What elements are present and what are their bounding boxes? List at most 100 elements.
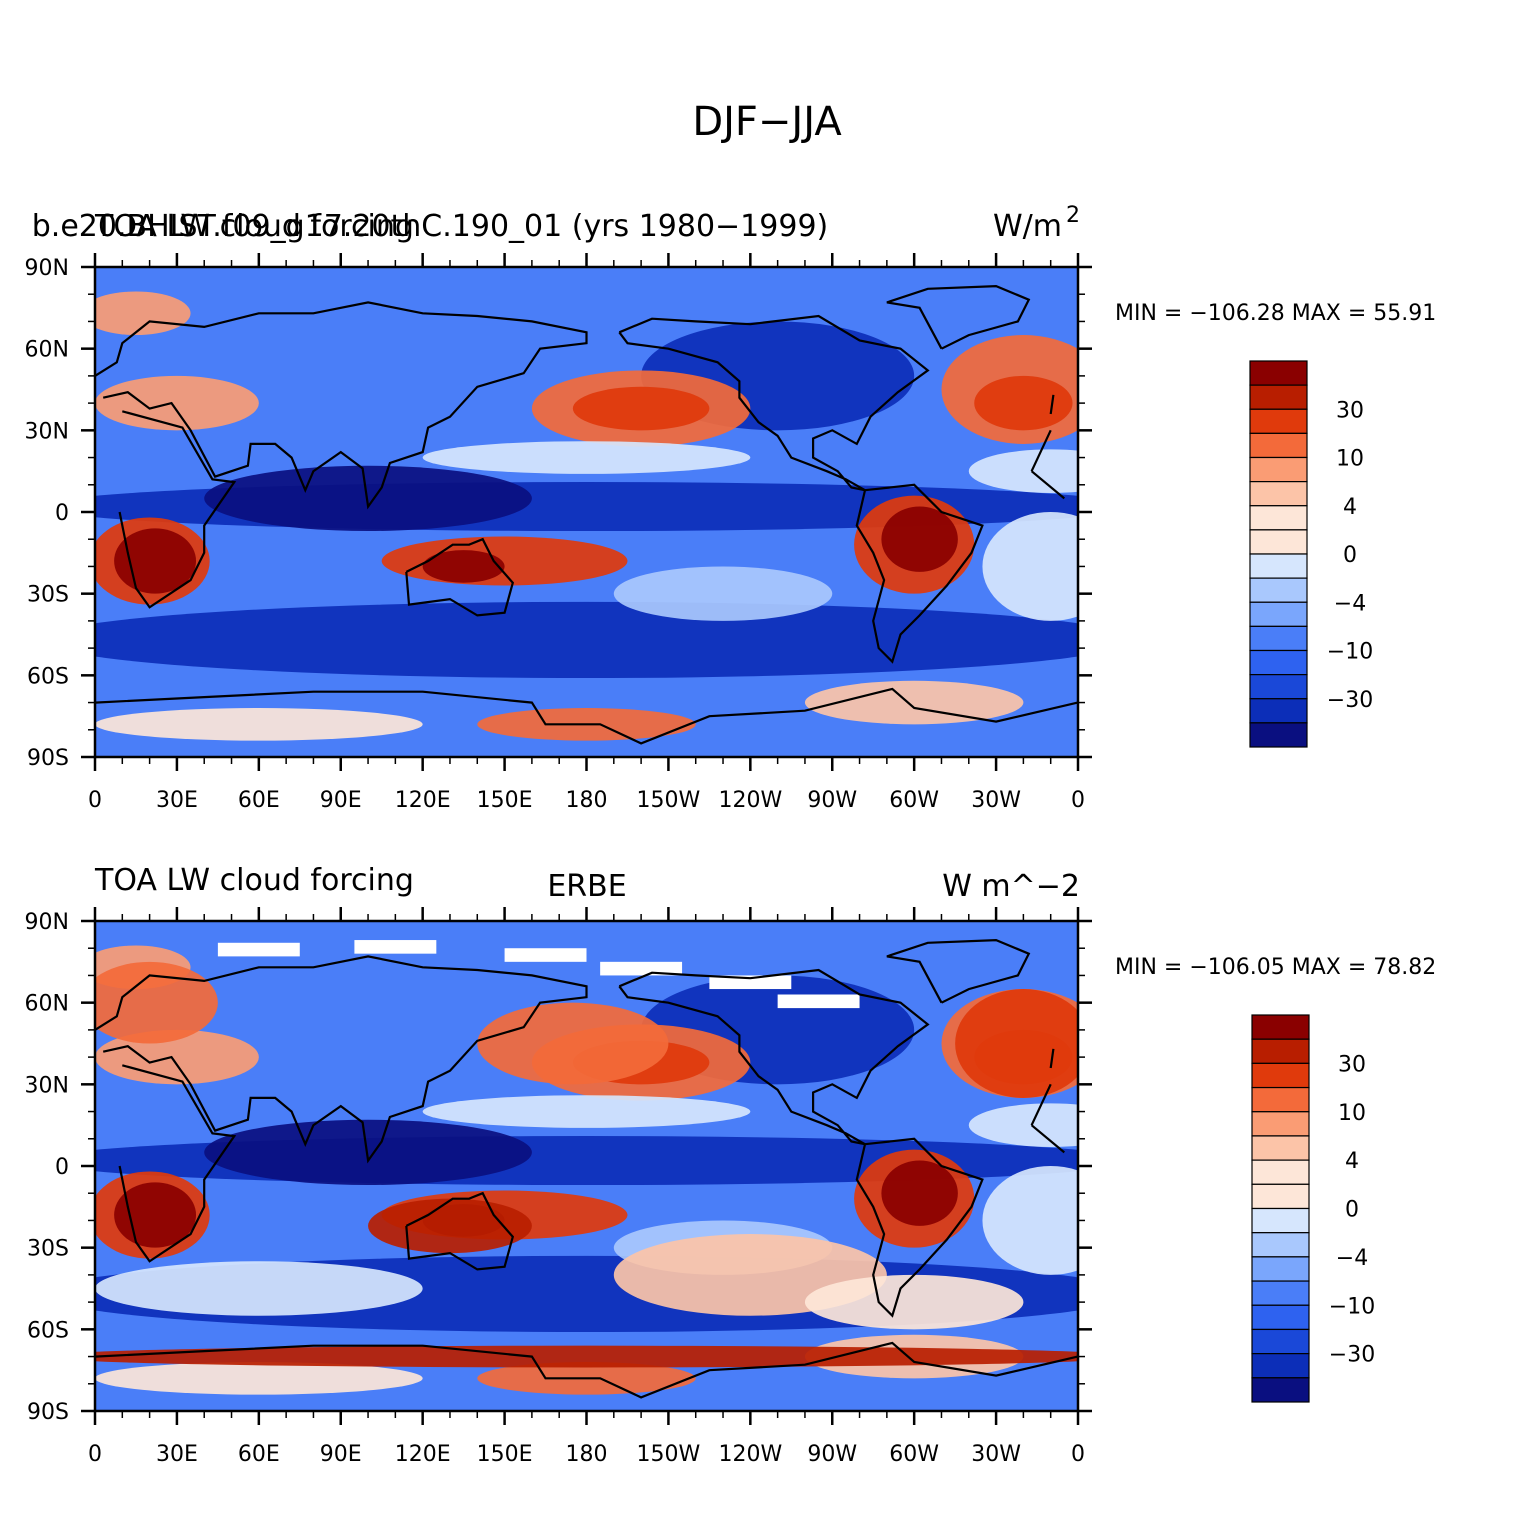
colorbar-swatch [1251, 1135, 1310, 1161]
lon-label: 30E [156, 1442, 198, 1467]
lat-label: 90N [25, 910, 69, 935]
lat-label: 60S [27, 664, 69, 689]
lat-label: 60S [27, 1318, 69, 1343]
lat-label: 30S [27, 1237, 69, 1262]
lat-label: 30S [27, 583, 69, 608]
lat-label: 60N [25, 992, 69, 1017]
panel-center-title: b.e20.BHIST.f09_g17.20thC.190_01 (yrs 19… [32, 209, 828, 244]
lon-label: 90E [320, 788, 362, 813]
contour-region [422, 550, 505, 583]
lat-label: 0 [55, 501, 69, 526]
colorbar-swatch [1249, 384, 1308, 410]
colorbar-swatch [1249, 625, 1308, 652]
colorbar-label: −4 [1334, 591, 1366, 616]
missing-data [354, 940, 437, 954]
map-panel-model: TOA LW cloud forcing b.e20.BHIST.f09_g17… [32, 203, 1437, 326]
colorbar-swatch [1251, 1207, 1310, 1234]
contour-region [368, 1198, 532, 1254]
lon-label: 0 [88, 1442, 102, 1467]
figure-title: DJF−JJA [692, 99, 842, 145]
lat-label: 0 [55, 1155, 69, 1180]
colorbar-swatch [1249, 649, 1308, 676]
colorbar-swatch [1251, 1159, 1310, 1185]
contour-region [422, 1095, 751, 1128]
lat-label: 90S [27, 1400, 69, 1425]
colorbar-label: −10 [1329, 1294, 1375, 1319]
colorbar-swatch [1249, 577, 1308, 603]
colorbar-swatch [1249, 553, 1308, 579]
contour-region [204, 1119, 532, 1186]
lon-label: 120E [395, 788, 451, 813]
colorbar-swatch [1249, 674, 1308, 700]
lat-label: 30N [25, 1073, 69, 1098]
contour-region [95, 961, 218, 1044]
colorbar: 30 10 4 0 −4 −10 −30 [1249, 360, 1373, 748]
colorbar-label: 4 [1345, 1149, 1359, 1174]
colorbar-label: 30 [1338, 1052, 1366, 1077]
colorbar-swatch [1251, 1377, 1310, 1403]
colorbar-label: −30 [1327, 688, 1373, 713]
lon-label: 0 [88, 788, 102, 813]
lon-label: 60W [889, 788, 939, 813]
contour-region [974, 375, 1073, 431]
colorbar-swatch [1249, 408, 1308, 434]
coastline [618, 968, 930, 1146]
lat-label: 60N [25, 338, 69, 363]
colorbar-swatch [1251, 1062, 1310, 1089]
panel-left-title: TOA LW cloud forcing [94, 209, 414, 244]
colorbar-swatch [1249, 529, 1308, 555]
contour-region [968, 449, 1078, 493]
contour-region [613, 566, 833, 621]
colorbar-swatch [1249, 481, 1308, 507]
colorbar-swatch [1251, 1111, 1310, 1137]
colorbar-label: −30 [1329, 1343, 1375, 1368]
panel-left-title: TOA LW cloud forcing [94, 863, 414, 898]
contour-region [881, 506, 958, 572]
coastline [95, 1341, 1078, 1399]
contour-region [95, 291, 191, 336]
lon-label: 90W [807, 788, 857, 813]
coastline [118, 410, 1066, 609]
colorbar-swatch [1249, 698, 1308, 724]
colorbar-swatch [1249, 505, 1308, 531]
lon-label: 150W [637, 1442, 701, 1467]
lon-label: 30W [971, 1442, 1021, 1467]
map-area: 90N 60N 30N 0 30S 60S 90S 0 30E 60E 90E 120E 150E 180… [25, 253, 1092, 813]
minmax-label: MIN = −106.28 MAX = 55.91 [1115, 301, 1436, 326]
colorbar: 30 10 4 0 −4 −10 −30 [1251, 1014, 1375, 1403]
lon-label: 60E [238, 788, 280, 813]
coastline [95, 687, 1078, 745]
contour-region [804, 1274, 1024, 1330]
colorbar-swatch [1251, 1086, 1310, 1113]
colorbar-label: −4 [1336, 1246, 1368, 1271]
panel-center-title: ERBE [547, 869, 626, 904]
colorbar-swatch [1251, 1353, 1310, 1379]
contour-region [95, 1029, 259, 1085]
contour-region [477, 1002, 669, 1085]
coastline [95, 955, 1055, 1164]
lon-label: 150W [637, 788, 701, 813]
map-area: 90N 60N 30N 0 30S 60S 90S 0 30E 60E 90E 120E 150E 180… [25, 907, 1092, 1467]
lon-label: 120W [718, 1442, 782, 1467]
coastline [886, 938, 1031, 1004]
lon-label: 30E [156, 788, 198, 813]
contour-region [968, 1103, 1078, 1147]
lon-label: 180 [566, 788, 608, 813]
contour-region [95, 1261, 423, 1316]
lon-label: 60W [889, 1442, 939, 1467]
map-panel-erbe: TOA LW cloud forcing ERBE W m^−2 MIN = −… [94, 863, 1436, 980]
colorbar-swatch [1251, 1232, 1310, 1258]
lon-label: 60E [238, 1442, 280, 1467]
lat-label: 90S [27, 746, 69, 771]
lon-label: 90W [807, 1442, 857, 1467]
contour-region [881, 1160, 958, 1226]
panel-units: W/m [993, 209, 1062, 244]
missing-data [709, 975, 792, 990]
colorbar-swatch [1251, 1328, 1310, 1355]
colorbar-label: 0 [1343, 543, 1357, 568]
colorbar-swatch [1251, 1038, 1310, 1064]
lat-label: 90N [25, 256, 69, 281]
contour-region [95, 1362, 423, 1395]
contour-region [381, 536, 628, 586]
